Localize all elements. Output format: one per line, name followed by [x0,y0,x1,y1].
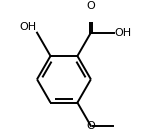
Text: O: O [87,121,95,131]
Text: OH: OH [19,22,36,32]
Text: OH: OH [114,28,131,38]
Text: O: O [87,1,95,10]
